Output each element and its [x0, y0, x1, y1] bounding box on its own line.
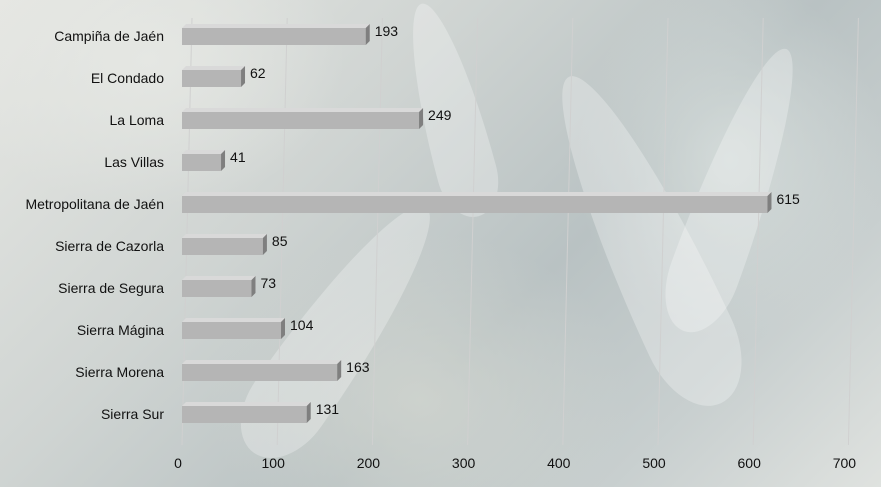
bar: [182, 234, 267, 255]
bar-top-face: [182, 108, 424, 112]
bar-top-face: [182, 192, 772, 196]
data-labels: 193 62 249 41 615 85 73 104 163 131: [230, 23, 800, 417]
bar-front-face: [182, 238, 263, 255]
bar-front-face: [182, 364, 338, 381]
data-label: 163: [346, 359, 370, 375]
bar-top-face: [182, 318, 286, 322]
data-label: 73: [260, 275, 276, 291]
bar-front-face: [182, 280, 252, 297]
category-label: Sierra de Segura: [58, 280, 164, 296]
bar-front-face: [182, 196, 768, 213]
data-label: 41: [230, 149, 246, 165]
bar-side-face: [241, 66, 246, 87]
bar-side-face: [365, 24, 370, 45]
bar-top-face: [182, 276, 256, 280]
bar-side-face: [306, 402, 311, 423]
x-tick-label: 0: [174, 455, 182, 471]
bar-side-face: [337, 360, 342, 381]
bar: [182, 402, 311, 423]
value-axis-tick-labels: 0 100 200 300 400 500 600 700: [174, 455, 856, 471]
bar: [182, 150, 226, 171]
category-label: Sierra de Cazorla: [55, 238, 164, 254]
gridline: [371, 17, 383, 446]
bar-side-face: [281, 318, 286, 339]
data-label: 615: [776, 191, 800, 207]
bar-top-face: [182, 360, 342, 364]
bar: [182, 318, 286, 339]
category-label: Metropolitana de Jaén: [25, 196, 164, 212]
x-tick-label: 600: [738, 455, 762, 471]
bar-front-face: [182, 70, 242, 87]
bar-side-face: [221, 150, 226, 171]
bar-side-face: [251, 276, 256, 297]
bar: [182, 276, 256, 297]
category-label: Sierra Sur: [101, 406, 164, 422]
bar: [182, 66, 246, 87]
bar-series: [182, 24, 772, 423]
x-tick-label: 100: [262, 455, 286, 471]
bar-front-face: [182, 406, 307, 423]
bar-top-face: [182, 150, 226, 154]
category-label: Sierra Morena: [75, 364, 164, 380]
x-tick-label: 700: [833, 455, 857, 471]
gridline: [467, 17, 479, 446]
bar-front-face: [182, 154, 222, 171]
data-label: 193: [375, 23, 399, 39]
bar-front-face: [182, 112, 420, 129]
gridline: [657, 17, 669, 446]
x-tick-label: 400: [547, 455, 571, 471]
bar-front-face: [182, 28, 366, 45]
data-label: 249: [428, 107, 452, 123]
bar-top-face: [182, 234, 267, 238]
bar-side-face: [419, 108, 424, 129]
data-label: 104: [290, 317, 314, 333]
gridline: [562, 17, 574, 446]
data-label: 85: [272, 233, 288, 249]
category-label: El Condado: [91, 70, 164, 86]
bar-side-face: [767, 192, 772, 213]
category-label: Las Villas: [104, 154, 164, 170]
data-label: 62: [250, 65, 266, 81]
gridline: [847, 17, 859, 446]
bar: [182, 24, 370, 45]
x-tick-label: 300: [452, 455, 476, 471]
gridline: [752, 17, 764, 446]
category-label: Campiña de Jaén: [54, 28, 164, 44]
bar: [182, 192, 772, 213]
category-label: Sierra Mágina: [77, 322, 164, 338]
x-tick-label: 500: [642, 455, 666, 471]
bar: [182, 360, 342, 381]
category-label: La Loma: [110, 112, 165, 128]
bar: [182, 108, 424, 129]
bar-top-face: [182, 402, 311, 406]
x-tick-label: 200: [357, 455, 381, 471]
bar-top-face: [182, 24, 370, 28]
category-axis-labels: Campiña de Jaén El Condado La Loma Las Vill…: [25, 28, 164, 422]
bar-side-face: [262, 234, 267, 255]
bar-front-face: [182, 322, 282, 339]
data-label: 131: [316, 401, 340, 417]
bar-top-face: [182, 66, 246, 70]
